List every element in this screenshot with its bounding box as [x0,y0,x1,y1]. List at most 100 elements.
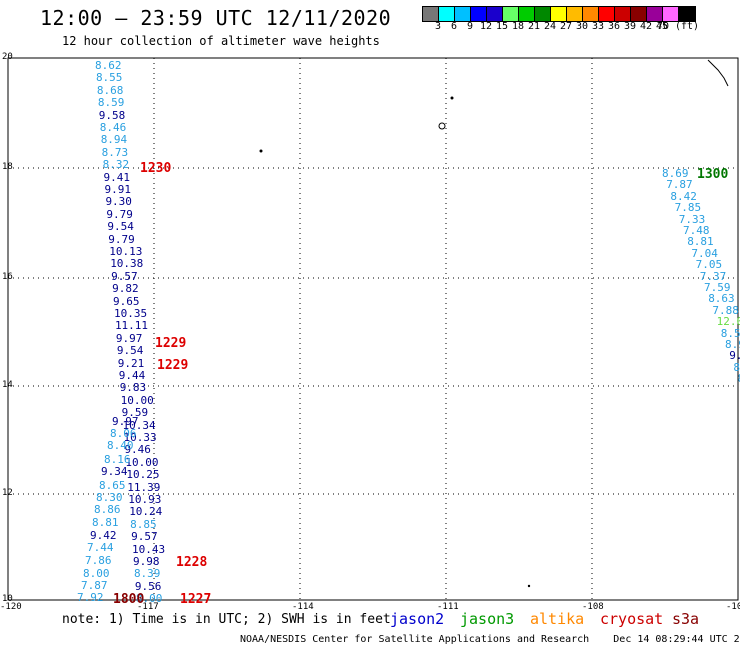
wave-height-label: 8.40 [107,439,134,452]
color-scale-label: 45 [655,21,669,32]
wave-height-label: 10.34 [122,418,156,432]
wave-height-label: 10.24 [129,505,163,519]
color-swatch [679,7,695,21]
wave-height-label: 8.39 [133,567,161,581]
wave-height-label: 9.58 [98,108,126,122]
color-swatch [471,7,487,21]
satellite-legend-item: jason2 [390,610,445,628]
pass-time-label: 1227 [180,592,212,607]
coastline [707,59,729,87]
wave-height-label: 10.00 [120,393,154,407]
wave-height-label: 8 [738,373,740,384]
color-swatch [455,7,471,21]
wave-height-label: 7.44 [87,541,114,554]
pass-time-label: 1229 [157,358,189,373]
y-axis-tick: 14 [2,380,13,390]
color-swatch [599,7,615,21]
wave-height-label: 7.87 [666,178,693,192]
map-subtitle: 12 hour collection of altimeter wave hei… [62,34,380,48]
wave-height-label: 9.56 [134,579,162,593]
x-axis-tick: -120 [0,602,22,612]
wave-height-label: 10.13 [109,245,143,258]
wave-height-label: 8.06 [110,427,137,440]
wave-height-label: 8.59 [97,96,125,110]
wave-height-label: 9.57 [111,269,138,283]
x-axis-tick: -111 [437,602,459,612]
color-scale-label: 12 [479,21,493,32]
color-swatch [487,7,503,21]
satellite-legend-item: cryosat [600,610,664,628]
pass-time-label: 1230 [140,161,172,176]
island [259,149,263,153]
pass-time-label: 1800 [113,592,145,607]
wave-height-label: 9.82 [112,282,139,296]
wave-height-label: 7.59 [704,281,731,294]
color-scale-label: 42 [639,21,653,32]
color-scale-label: 39 [623,21,637,32]
color-swatch [551,7,567,21]
wave-height-label: 9.34 [101,465,128,478]
color-scale-bar [422,6,696,22]
y-axis-tick: 16 [2,272,13,282]
pass-time-label: 1228 [176,555,208,570]
wave-height-label: 9.54 [116,344,144,358]
color-scale-label: 33 [591,21,605,32]
wave-height-label: 10.43 [132,542,166,556]
color-scale-label: 6 [450,21,458,32]
wave-height-label: 9.98 [133,555,160,568]
color-scale-label: 27 [559,21,573,32]
pass-time-label: 1229 [155,336,187,351]
footer-note: note: 1) Time is in UTC; 2) SWH is in fe… [62,612,391,627]
x-axis-tick: -108 [582,602,604,612]
wave-height-label: 8.69 [662,167,689,180]
wave-height-label: 9.46 [124,443,151,457]
wave-height-label: 10.38 [110,257,144,271]
wave-height-label: 11.11 [114,319,149,333]
wave-height-label: 9.30 [105,195,132,209]
wave-height-label: 10.93 [128,493,162,506]
y-axis-tick: 10 [2,594,13,604]
x-axis-tick: -117 [137,602,159,612]
wave-height-label: 8.55 [720,326,740,340]
color-scale-label: 30 [575,21,589,32]
wave-height-label: 9.41 [103,170,131,184]
color-swatch [567,7,583,21]
map-title: 12:00 – 23:59 UTC 12/11/2020 [40,6,392,30]
color-scale-label: 24 [543,21,557,32]
color-swatch [583,7,599,21]
wave-height-label: 7.05 [695,258,723,272]
wave-height-label: 8.94 [100,133,128,147]
island [450,96,454,100]
wave-height-label: 7.88 [712,303,739,317]
y-axis-tick: 12 [2,488,13,498]
color-swatch [615,7,631,21]
wave-height-label: 8.63 [708,292,735,306]
wave-height-label: 8.86 [94,503,121,516]
wave-height-label: 9.79 [108,232,135,246]
wave-height-label: 8.81 [92,516,119,529]
wave-height-label: 8.65 [99,479,126,492]
wave-height-label: 10.33 [123,431,157,444]
wave-height-label: 9.59 [121,406,149,420]
satellite-legend-item: s3a [672,610,700,628]
wave-height-label: 10.25 [126,468,160,482]
color-swatch [519,7,535,21]
wave-height-label: 7.37 [699,269,727,283]
wave-height-label: 8.16 [104,453,131,466]
wave-height-label: 7.48 [683,224,710,237]
y-axis-tick: 18 [2,162,13,172]
color-scale-label: 36 [607,21,621,32]
wave-height-label: 10.35 [114,307,148,320]
color-scale-label: 15 [495,21,509,32]
wave-height-label: 8.42 [670,189,697,203]
color-swatch [631,7,647,21]
wave-height-label: 8.00 [83,567,110,580]
satellite-legend-item: jason3 [460,610,515,628]
wave-height-label: 8.81 [687,235,714,249]
island [527,584,531,588]
wave-height-label: 9.24 [729,349,740,363]
wave-height-label: 9.21 [117,356,145,370]
wave-height-label: 8.62 [95,59,122,72]
color-swatch [535,7,551,21]
wave-height-label: 8.3 [733,360,740,374]
